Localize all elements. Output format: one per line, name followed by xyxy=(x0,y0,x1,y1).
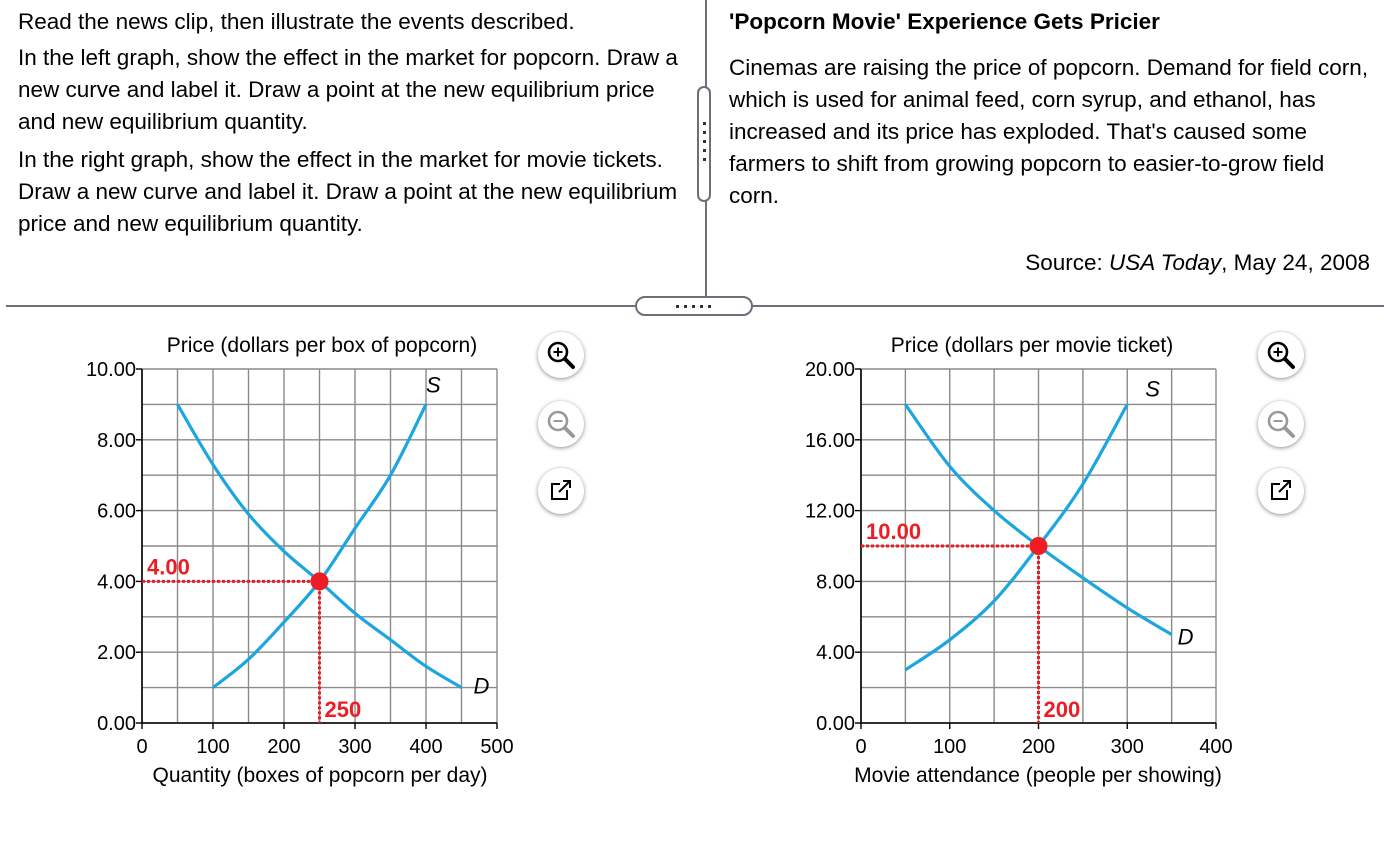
y-tick-label: 10.00 xyxy=(86,359,136,381)
supply-curve xyxy=(904,403,1129,672)
equilibrium-quantity-label: 200 xyxy=(1044,697,1081,722)
supply-curve-label: S xyxy=(426,372,441,397)
x-tick-label: 400 xyxy=(1199,736,1232,758)
equilibrium-price-label: 4.00 xyxy=(147,554,190,579)
y-tick-label: 0.00 xyxy=(816,713,855,735)
external-window-icon xyxy=(1271,480,1292,500)
expand-button-right[interactable] xyxy=(1258,468,1304,514)
y-tick-label: 0.00 xyxy=(97,713,136,735)
y-tick-label: 8.00 xyxy=(816,571,855,593)
x-tick-label: 400 xyxy=(409,736,442,758)
zoom-out-icon xyxy=(1267,410,1295,438)
horizontal-splitter-handle[interactable] xyxy=(635,296,753,316)
x-tick-label: 0 xyxy=(855,736,866,758)
zoom-out-button-left[interactable] xyxy=(538,401,584,447)
source-publication: USA Today xyxy=(1109,250,1222,275)
zoom-in-button-right[interactable] xyxy=(1258,332,1304,378)
x-tick-label: 300 xyxy=(338,736,371,758)
instruction-right-graph: In the right graph, show the effect in t… xyxy=(18,147,678,236)
source-date: , May 24, 2008 xyxy=(1221,250,1370,275)
instruction-intro: Read the news clip, then illustrate the … xyxy=(18,9,575,34)
source-label: Source: xyxy=(1025,250,1109,275)
equilibrium-point xyxy=(310,572,329,591)
expand-button-left[interactable] xyxy=(538,468,584,514)
news-clip-panel: 'Popcorn Movie' Experience Gets Pricier … xyxy=(729,6,1369,212)
x-tick-label: 100 xyxy=(196,736,229,758)
x-tick-label: 500 xyxy=(480,736,513,758)
x-axis-title: Movie attendance (people per showing) xyxy=(854,764,1222,787)
x-tick-label: 0 xyxy=(136,736,147,758)
y-tick-label: 6.00 xyxy=(97,501,136,523)
instruction-left-graph: In the left graph, show the effect in th… xyxy=(18,45,678,134)
zoom-in-button-left[interactable] xyxy=(538,332,584,378)
zoom-out-button-right[interactable] xyxy=(1258,401,1304,447)
y-tick-label: 8.00 xyxy=(97,430,136,452)
y-axis-title: Price (dollars per box of popcorn) xyxy=(167,334,477,357)
x-tick-label: 300 xyxy=(1111,736,1144,758)
zoom-in-icon xyxy=(1267,341,1295,369)
demand-curve-label: D xyxy=(1178,625,1194,650)
x-axis-title: Quantity (boxes of popcorn per day) xyxy=(152,764,487,787)
y-axis-title: Price (dollars per movie ticket) xyxy=(891,334,1173,357)
demand-curve-label: D xyxy=(474,674,490,699)
y-tick-label: 2.00 xyxy=(97,642,136,664)
x-tick-label: 200 xyxy=(267,736,300,758)
equilibrium-point xyxy=(1029,537,1048,555)
y-tick-label: 12.00 xyxy=(805,501,855,523)
y-tick-label: 4.00 xyxy=(97,571,136,593)
y-tick-label: 16.00 xyxy=(805,430,855,452)
news-body: Cinemas are raising the price of popcorn… xyxy=(729,55,1369,208)
x-tick-label: 100 xyxy=(933,736,966,758)
vertical-splitter-handle[interactable] xyxy=(697,86,711,202)
x-tick-label: 200 xyxy=(1022,736,1055,758)
equilibrium-price-label: 10.00 xyxy=(866,519,921,544)
news-source: Source: USA Today, May 24, 2008 xyxy=(1025,250,1370,276)
y-tick-label: 20.00 xyxy=(805,359,855,381)
y-tick-label: 4.00 xyxy=(816,642,855,664)
equilibrium-quantity-label: 250 xyxy=(325,697,362,722)
supply-curve-label: S xyxy=(1145,376,1160,401)
zoom-in-icon xyxy=(547,341,575,369)
external-window-icon xyxy=(551,480,572,500)
instructions-panel: Read the news clip, then illustrate the … xyxy=(18,6,698,246)
news-title: 'Popcorn Movie' Experience Gets Pricier xyxy=(729,9,1160,34)
zoom-out-icon xyxy=(547,410,575,438)
